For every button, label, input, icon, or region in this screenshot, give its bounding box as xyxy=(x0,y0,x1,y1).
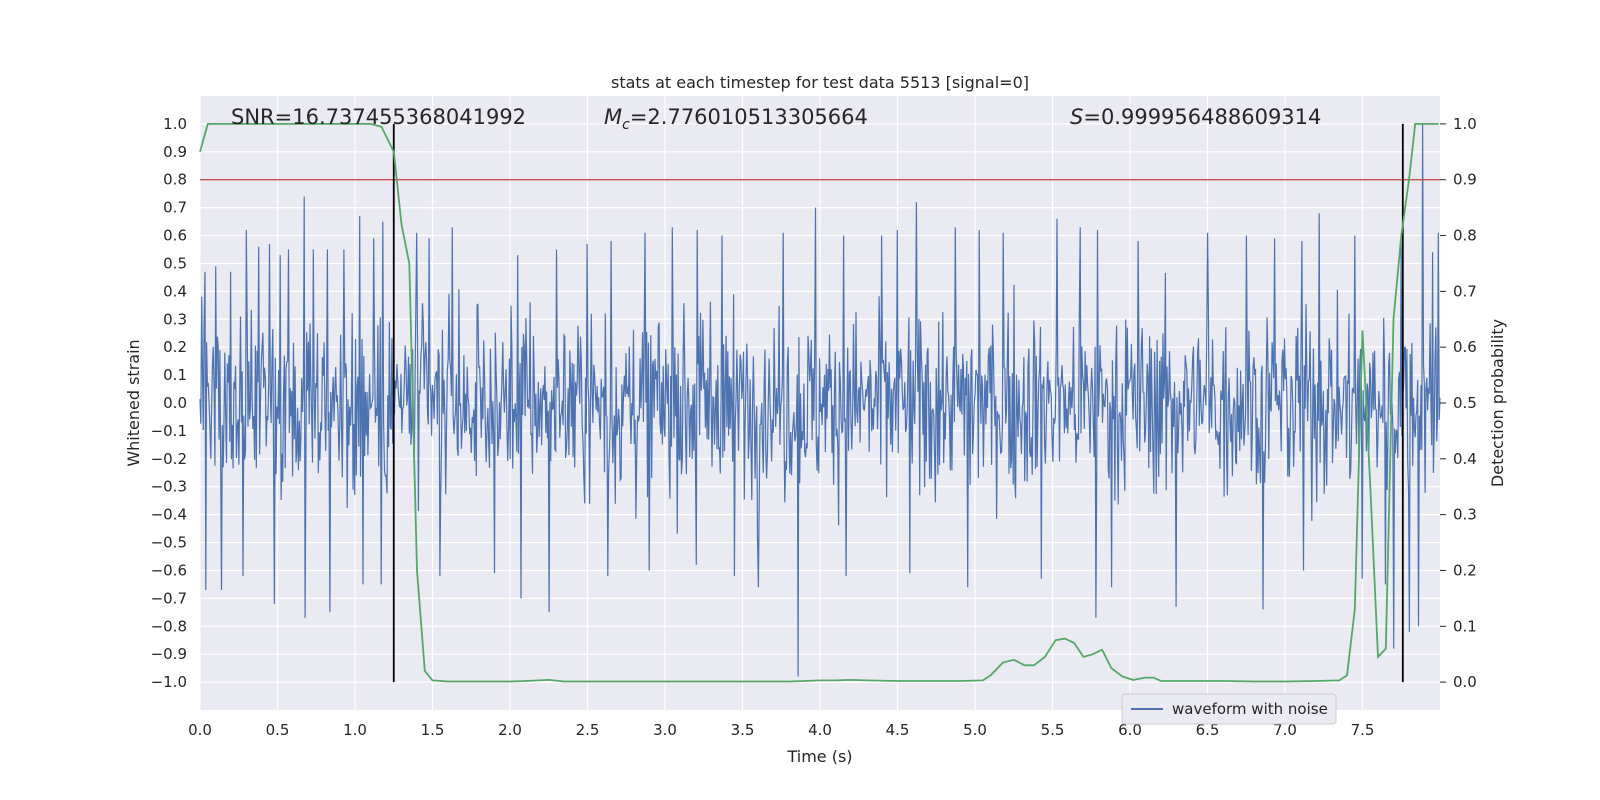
x-tick-label: 7.5 xyxy=(1351,721,1375,739)
detection-probability-line xyxy=(199,123,1439,683)
ticks: 0.0 0.5 1.0 1.5 2.0 2.5 3.0 3.5 4.0 4.5 5.0 5.5 6.0 6… xyxy=(151,115,1477,739)
y-tick-label: −0.1 xyxy=(151,422,187,440)
y-tick-label: −1.0 xyxy=(151,673,187,691)
x-tick-label: 0.0 xyxy=(188,721,212,739)
y-tick-label: 0.7 xyxy=(163,199,187,217)
y2-tick-label: 0.5 xyxy=(1453,394,1477,412)
y-tick-label: 0.4 xyxy=(163,282,187,300)
x-tick-label: 3.0 xyxy=(653,721,677,739)
waveform-series xyxy=(199,123,1441,677)
y-axis-label: Whitened strain xyxy=(124,339,143,466)
y2-tick-label: 0.8 xyxy=(1453,227,1477,245)
y2-axis-label: Detection probability xyxy=(1488,319,1507,487)
x-tick-label: 7.0 xyxy=(1273,721,1297,739)
snr-annotation: SNR=16.737455368041992 xyxy=(231,105,526,129)
y2-tick-label: 0.2 xyxy=(1453,561,1477,579)
x-tick-label: 3.5 xyxy=(731,721,755,739)
y-tick-label: −0.8 xyxy=(151,617,187,635)
y-tick-label: 0.3 xyxy=(163,310,187,328)
y-tick-label: 0.2 xyxy=(163,338,187,356)
y2-tick-label: 1.0 xyxy=(1453,115,1477,133)
legend: waveform with noise xyxy=(1121,693,1337,725)
y-tick-label: −0.7 xyxy=(151,589,187,607)
y2-tick-label: 0.0 xyxy=(1453,673,1477,691)
y-tick-label: 0.5 xyxy=(163,254,187,272)
x-tick-label: 1.5 xyxy=(421,721,445,739)
x-tick-label: 4.5 xyxy=(886,721,910,739)
y-tick-label: −0.3 xyxy=(151,478,187,496)
x-tick-label: 0.5 xyxy=(266,721,290,739)
detection-probability-series xyxy=(199,123,1439,683)
y-tick-label: −0.4 xyxy=(151,506,187,524)
chart-title: stats at each timestep for test data 551… xyxy=(611,73,1029,92)
x-tick-label: 2.0 xyxy=(498,721,522,739)
y-tick-label: −0.5 xyxy=(151,534,187,552)
y2-tick-label: 0.3 xyxy=(1453,506,1477,524)
legend-box xyxy=(1121,693,1337,725)
y-tick-label: 1.0 xyxy=(163,115,187,133)
waveform-line xyxy=(199,123,1441,677)
chirp-mass-annotation: Mc=2.776010513305664 xyxy=(604,105,868,133)
x-tick-label: 6.0 xyxy=(1118,721,1142,739)
y-tick-label: −0.6 xyxy=(151,561,187,579)
y-tick-label: 0.8 xyxy=(163,171,187,189)
y-tick-label: −0.9 xyxy=(151,645,187,663)
x-axis-label: Time (s) xyxy=(786,747,852,766)
y2-tick-label: 0.1 xyxy=(1453,617,1477,635)
x-tick-label: 5.5 xyxy=(1041,721,1065,739)
x-tick-label: 1.0 xyxy=(343,721,367,739)
x-tick-label: 4.0 xyxy=(808,721,832,739)
y2-tick-label: 0.4 xyxy=(1453,450,1477,468)
y-tick-label: 0.9 xyxy=(163,143,187,161)
y2-tick-label: 0.6 xyxy=(1453,338,1477,356)
x-tick-label: 2.5 xyxy=(576,721,600,739)
legend-label: waveform with noise xyxy=(1172,700,1328,718)
y-tick-label: 0.0 xyxy=(163,394,187,412)
x-tick-label: 5.0 xyxy=(963,721,987,739)
y-tick-label: −0.2 xyxy=(151,450,187,468)
markers xyxy=(200,123,1440,683)
y2-tick-label: 0.7 xyxy=(1453,282,1477,300)
y-tick-label: 0.1 xyxy=(163,366,187,384)
s-annotation: S=0.999956488609314 xyxy=(1070,105,1321,129)
x-tick-label: 6.5 xyxy=(1196,721,1220,739)
y-tick-label: 0.6 xyxy=(163,227,187,245)
y2-tick-label: 0.9 xyxy=(1453,171,1477,189)
